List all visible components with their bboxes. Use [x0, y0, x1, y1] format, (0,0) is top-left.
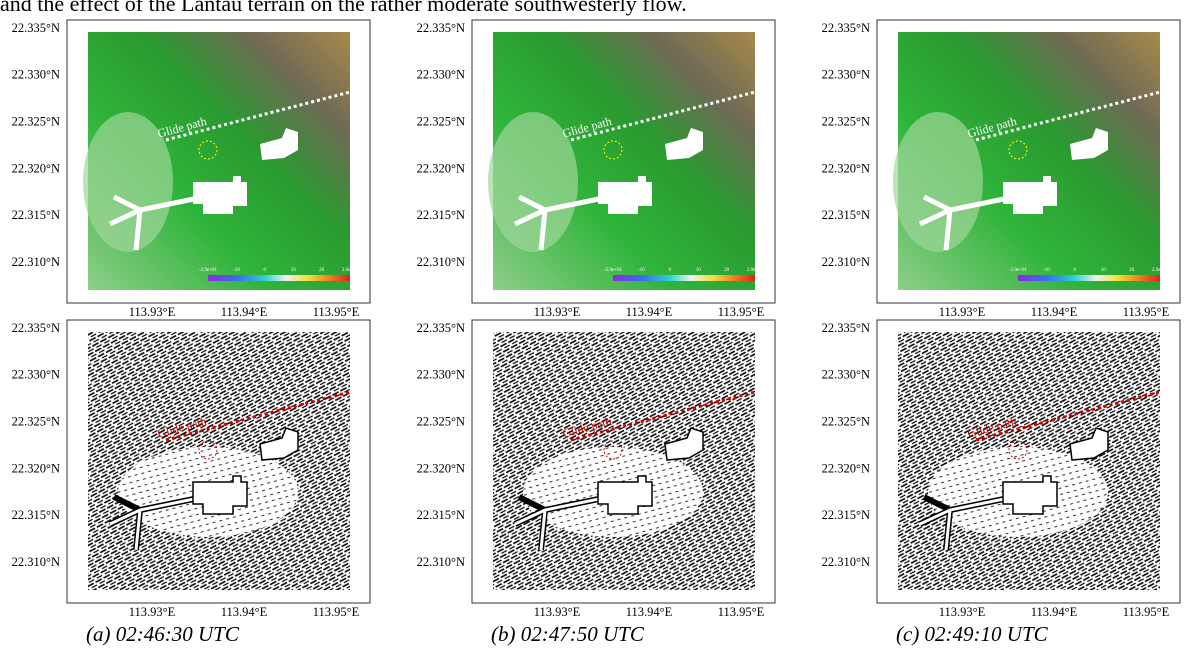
- x-tick-label: 113.94°E: [221, 305, 268, 319]
- x-tick-label: 113.94°E: [221, 605, 268, 619]
- x-tick-label: 113.95°E: [313, 605, 360, 619]
- x-tick-label: 113.95°E: [718, 305, 765, 319]
- figure: and the effect of the Lantau terrain on …: [0, 0, 1192, 650]
- x-tick-label: 113.93°E: [939, 605, 986, 619]
- y-tick-label: 22.335°N: [417, 321, 465, 335]
- colorbar-label: 10: [696, 268, 702, 273]
- y-tick-label: 22.315°N: [822, 508, 870, 522]
- x-tick-label: 113.95°E: [718, 605, 765, 619]
- x-tick-label: 113.93°E: [129, 605, 176, 619]
- y-tick-label: 22.310°N: [12, 255, 60, 269]
- y-tick-label: 22.315°N: [417, 208, 465, 222]
- y-tick-label: 22.325°N: [12, 414, 60, 428]
- colorbar-label: 2.9e+01: [1152, 268, 1169, 273]
- y-tick-label: 22.320°N: [12, 161, 60, 175]
- colorbar-label: 2.9e+01: [342, 268, 359, 273]
- colorbar-label: -10: [1043, 268, 1050, 273]
- colorbar-label: 10: [291, 268, 297, 273]
- x-tick-label: 113.93°E: [129, 305, 176, 319]
- y-tick-label: 22.320°N: [822, 161, 870, 175]
- colorbar-label: -2.9e+01: [1009, 268, 1027, 273]
- panel-caption: (a) 02:46:30 UTC: [86, 622, 240, 646]
- x-tick-label: 113.94°E: [1031, 605, 1078, 619]
- colorbar-label: 20: [724, 268, 730, 273]
- y-tick-label: 22.335°N: [822, 321, 870, 335]
- colorbar: [208, 275, 350, 281]
- y-tick-label: 22.330°N: [822, 68, 870, 82]
- y-tick-label: 22.315°N: [417, 508, 465, 522]
- colorbar-label: -2.9e+01: [604, 268, 622, 273]
- x-tick-label: 113.94°E: [626, 305, 673, 319]
- x-tick-label: 113.93°E: [534, 605, 581, 619]
- x-tick-label: 113.95°E: [1123, 305, 1170, 319]
- y-tick-label: 22.310°N: [12, 555, 60, 569]
- y-tick-label: 22.330°N: [12, 368, 60, 382]
- y-tick-label: 22.325°N: [822, 114, 870, 128]
- colorbar-label: 10: [1101, 268, 1107, 273]
- x-tick-label: 113.94°E: [1031, 305, 1078, 319]
- y-tick-label: 22.320°N: [822, 461, 870, 475]
- y-tick-label: 22.315°N: [822, 208, 870, 222]
- y-tick-label: 22.310°N: [417, 555, 465, 569]
- x-tick-label: 113.95°E: [313, 305, 360, 319]
- y-tick-label: 22.330°N: [417, 368, 465, 382]
- page: and the effect of the Lantau terrain on …: [0, 0, 1192, 650]
- colorbar: [613, 275, 755, 281]
- colorbar-label: -10: [638, 268, 645, 273]
- y-tick-label: 22.330°N: [822, 368, 870, 382]
- x-tick-label: 113.93°E: [534, 305, 581, 319]
- y-tick-label: 22.330°N: [417, 68, 465, 82]
- y-tick-label: 22.325°N: [12, 114, 60, 128]
- x-tick-label: 113.93°E: [939, 305, 986, 319]
- panel-caption: (c) 02:49:10 UTC: [896, 622, 1049, 646]
- colorbar: [1018, 275, 1160, 281]
- colorbar-label: -2.9e+01: [199, 268, 217, 273]
- y-tick-label: 22.335°N: [822, 21, 870, 35]
- y-tick-label: 22.335°N: [417, 21, 465, 35]
- colorbar-label: -10: [233, 268, 240, 273]
- colorbar-label: 20: [319, 268, 325, 273]
- header-text: and the effect of the Lantau terrain on …: [0, 0, 687, 16]
- colorbar-label: 2.9e+01: [747, 268, 764, 273]
- colorbar-label: 20: [1129, 268, 1135, 273]
- y-tick-label: 22.315°N: [12, 508, 60, 522]
- y-tick-label: 22.335°N: [12, 21, 60, 35]
- y-tick-label: 22.325°N: [417, 114, 465, 128]
- y-tick-label: 22.330°N: [12, 68, 60, 82]
- y-tick-label: 22.320°N: [417, 461, 465, 475]
- y-tick-label: 22.325°N: [417, 414, 465, 428]
- y-tick-label: 22.335°N: [12, 321, 60, 335]
- y-tick-label: 22.315°N: [12, 208, 60, 222]
- x-tick-label: 113.95°E: [1123, 605, 1170, 619]
- y-tick-label: 22.320°N: [417, 161, 465, 175]
- y-tick-label: 22.310°N: [822, 255, 870, 269]
- y-tick-label: 22.320°N: [12, 461, 60, 475]
- y-tick-label: 22.310°N: [417, 255, 465, 269]
- y-tick-label: 22.325°N: [822, 414, 870, 428]
- panel-caption: (b) 02:47:50 UTC: [491, 622, 645, 646]
- y-tick-label: 22.310°N: [822, 555, 870, 569]
- x-tick-label: 113.94°E: [626, 605, 673, 619]
